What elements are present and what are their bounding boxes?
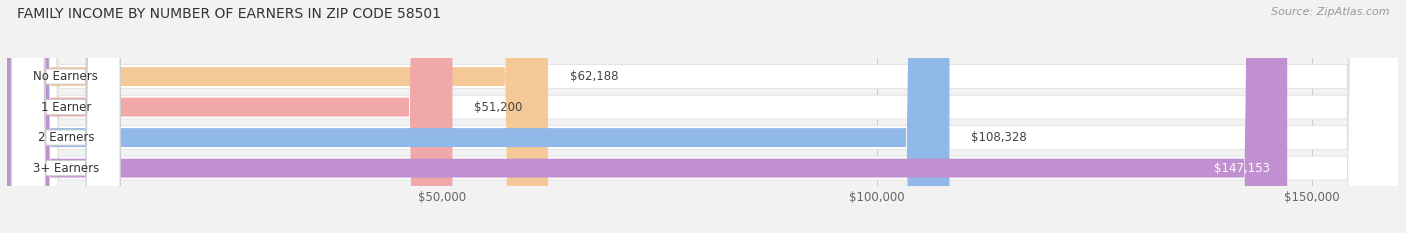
Text: $62,188: $62,188 xyxy=(569,70,619,83)
FancyBboxPatch shape xyxy=(11,0,120,233)
FancyBboxPatch shape xyxy=(11,0,120,233)
Text: 2 Earners: 2 Earners xyxy=(38,131,94,144)
Text: Source: ZipAtlas.com: Source: ZipAtlas.com xyxy=(1271,7,1389,17)
Text: No Earners: No Earners xyxy=(34,70,98,83)
FancyBboxPatch shape xyxy=(11,0,120,233)
Text: 1 Earner: 1 Earner xyxy=(41,101,91,113)
FancyBboxPatch shape xyxy=(7,0,453,233)
FancyBboxPatch shape xyxy=(11,0,120,233)
FancyBboxPatch shape xyxy=(7,0,548,233)
Text: $147,153: $147,153 xyxy=(1213,162,1270,175)
FancyBboxPatch shape xyxy=(7,0,1399,233)
Text: 3+ Earners: 3+ Earners xyxy=(32,162,98,175)
FancyBboxPatch shape xyxy=(7,0,1399,233)
Text: $51,200: $51,200 xyxy=(474,101,523,113)
FancyBboxPatch shape xyxy=(7,0,949,233)
Text: FAMILY INCOME BY NUMBER OF EARNERS IN ZIP CODE 58501: FAMILY INCOME BY NUMBER OF EARNERS IN ZI… xyxy=(17,7,441,21)
Text: $108,328: $108,328 xyxy=(972,131,1026,144)
FancyBboxPatch shape xyxy=(7,0,1399,233)
FancyBboxPatch shape xyxy=(7,0,1288,233)
FancyBboxPatch shape xyxy=(7,0,1399,233)
